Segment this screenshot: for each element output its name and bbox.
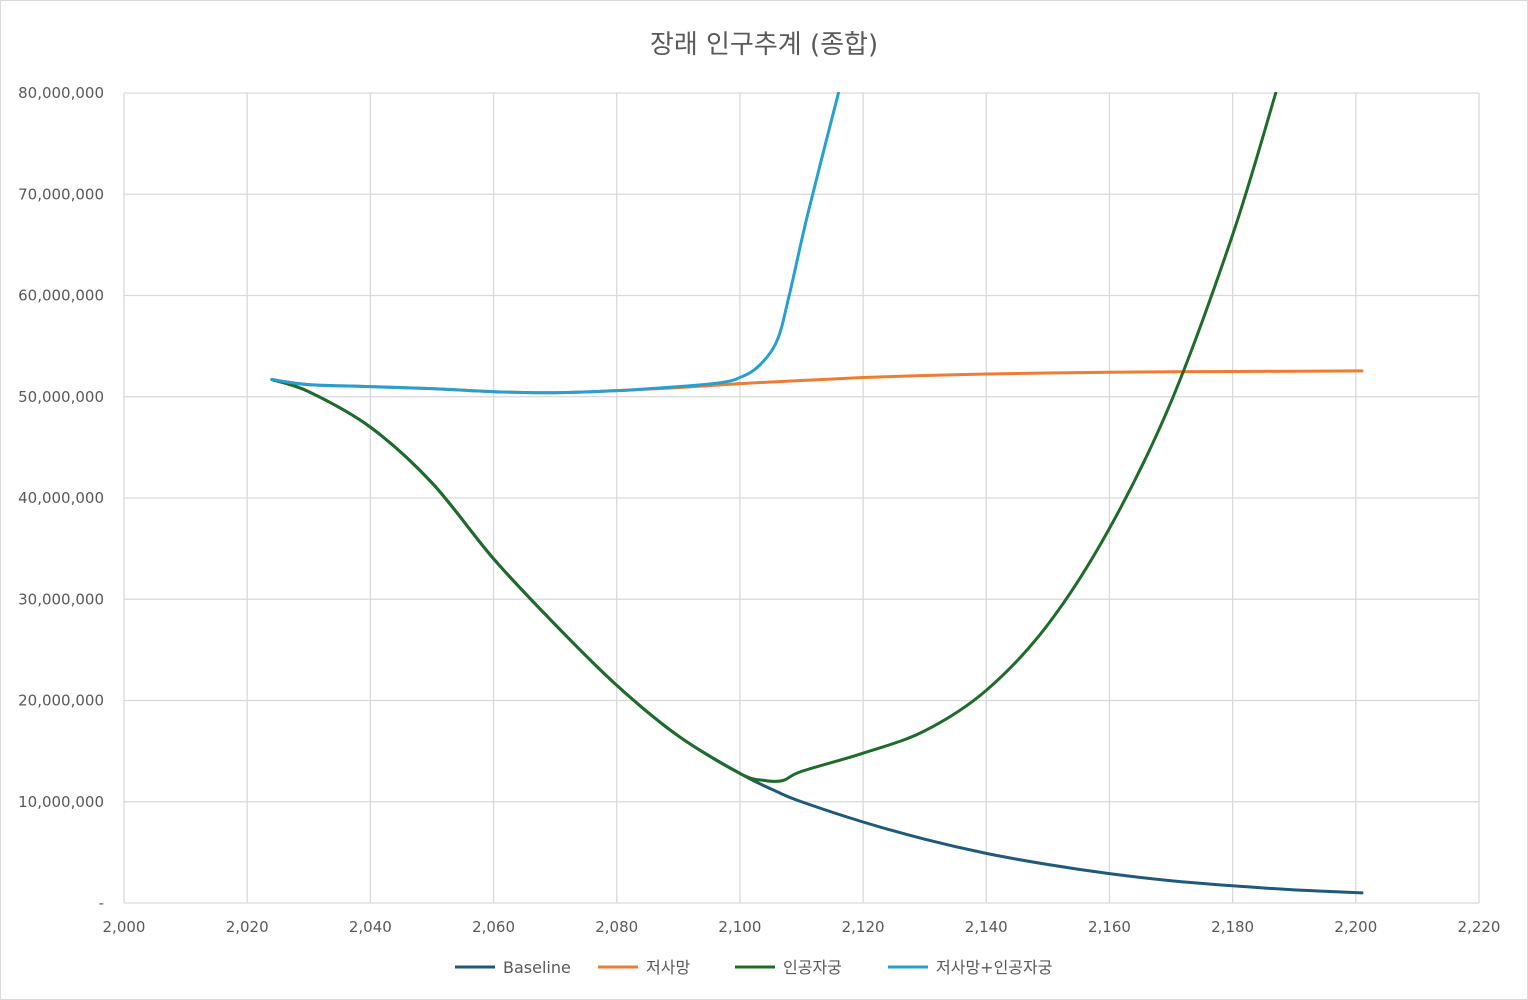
x-axis: 2,000 2,020 2,040 2,060 2,080 2,100 2,120 2,140… (103, 918, 1501, 936)
y-tick-label: 60,000,000 (18, 287, 104, 305)
legend-label: 저사망+인공자궁 (936, 958, 1052, 977)
y-tick-label: 40,000,000 (18, 489, 104, 507)
x-tick-label: 2,140 (965, 918, 1008, 936)
x-tick-label: 2,020 (226, 918, 269, 936)
y-tick-label: - (99, 894, 104, 912)
x-tick-label: 2,080 (595, 918, 638, 936)
legend: Baseline 저사망 인공자궁 저사망+인공자궁 (455, 958, 1052, 977)
x-tick-label: 2,200 (1334, 918, 1377, 936)
x-tick-label: 2,160 (1088, 918, 1131, 936)
series-line-2 (270, 92, 1278, 784)
x-tick-label: 2,040 (349, 918, 392, 936)
legend-label: 저사망 (646, 958, 690, 977)
series-layer (270, 92, 1364, 895)
y-tick-label: 10,000,000 (18, 793, 104, 811)
y-tick-label: 80,000,000 (18, 84, 104, 102)
legend-label: Baseline (503, 958, 571, 977)
x-tick-label: 2,180 (1211, 918, 1254, 936)
series-line-3 (270, 92, 840, 395)
x-tick-label: 2,220 (1458, 918, 1501, 936)
grid-layer (123, 92, 1480, 904)
y-tick-label: 30,000,000 (18, 590, 104, 608)
y-axis: - 10,000,000 20,000,000 30,000,000 40,000,00… (18, 84, 104, 912)
series-line-0 (270, 378, 1364, 895)
y-tick-label: 50,000,000 (18, 388, 104, 406)
x-tick-label: 2,120 (842, 918, 885, 936)
y-tick-label: 70,000,000 (18, 185, 104, 203)
y-tick-label: 20,000,000 (18, 692, 104, 710)
chart-title: 장래 인구추계 (종합) (649, 30, 879, 60)
legend-label: 인공자궁 (783, 958, 842, 977)
x-tick-label: 2,060 (472, 918, 515, 936)
x-tick-label: 2,000 (103, 918, 146, 936)
x-tick-label: 2,100 (718, 918, 761, 936)
